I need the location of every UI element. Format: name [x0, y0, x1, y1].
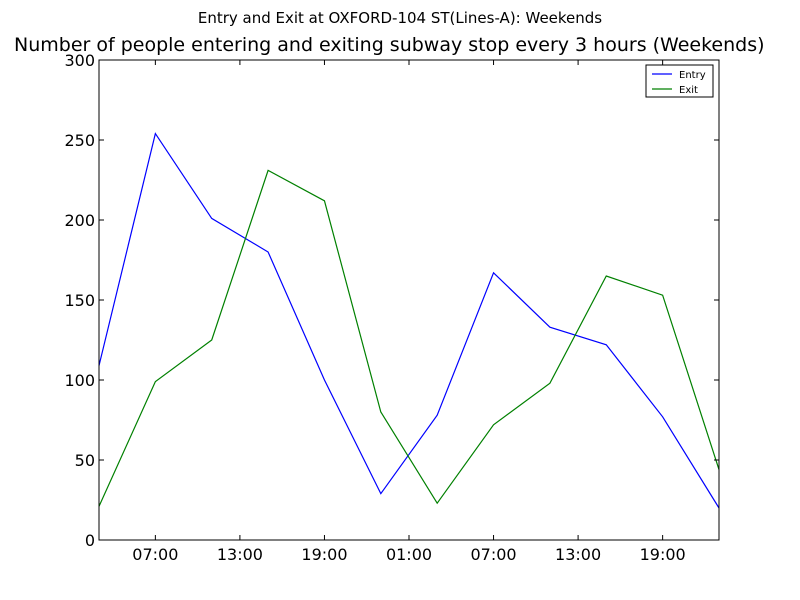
y-tick-label: 200 — [64, 211, 95, 230]
legend-label-entry: Entry — [679, 70, 706, 81]
legend: Entry Exit — [645, 64, 714, 98]
series-line-entry — [98, 132, 720, 509]
y-tick-label: 300 — [64, 51, 95, 70]
legend-box — [645, 64, 714, 98]
y-tick-label: 100 — [64, 371, 95, 390]
y-tick-label: 150 — [64, 291, 95, 310]
x-tick-label: 07:00 — [470, 545, 516, 564]
x-tick-label: 19:00 — [301, 545, 347, 564]
series-line-exit — [98, 169, 720, 507]
x-tick-label: 13:00 — [555, 545, 601, 564]
y-tick-label: 250 — [64, 131, 95, 150]
y-tick-label: 0 — [85, 531, 95, 550]
x-tick-label: 13:00 — [217, 545, 263, 564]
x-tick-label: 01:00 — [386, 545, 432, 564]
chart-title: Number of people entering and exiting su… — [14, 34, 765, 56]
legend-label-exit: Exit — [679, 85, 698, 96]
figure-suptitle: Entry and Exit at OXFORD-104 ST(Lines-A)… — [197, 9, 603, 27]
x-tick-label: 07:00 — [132, 545, 178, 564]
plot-area-frame — [98, 59, 720, 541]
x-tick-label: 19:00 — [640, 545, 686, 564]
y-tick-label: 50 — [75, 451, 95, 470]
